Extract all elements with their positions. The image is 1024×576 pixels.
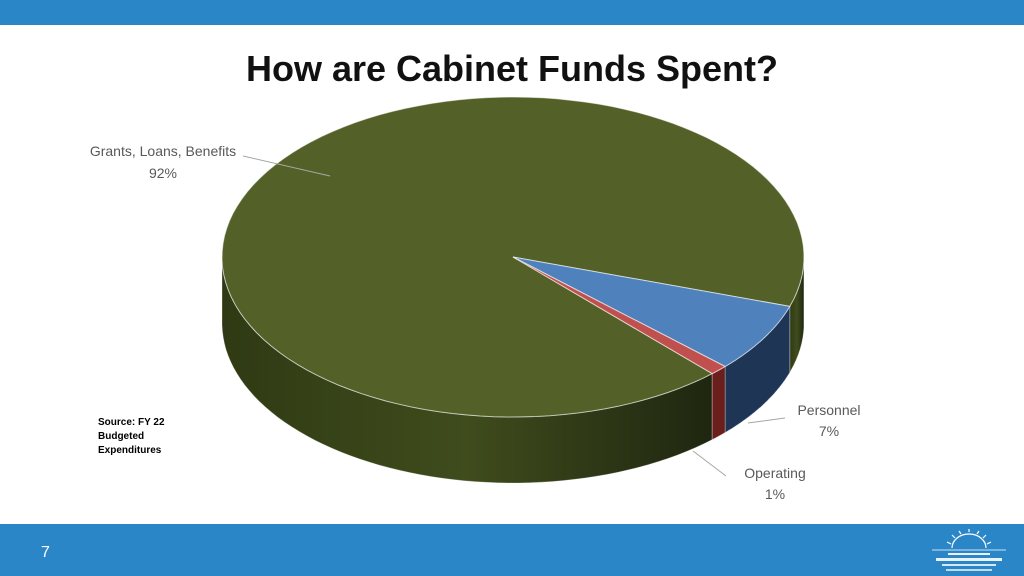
- slice-label-personnel: Personnel: [797, 402, 860, 418]
- slice-label-grants: Grants, Loans, Benefits: [90, 143, 236, 159]
- pie-tops: [221, 96, 805, 418]
- slice-personnel: [512, 256, 791, 368]
- source-note: Source: FY 22 Budgeted Expenditures: [98, 417, 165, 456]
- leader-line-operating: [692, 450, 727, 477]
- sunburst-logo-icon: [932, 529, 1006, 571]
- slice-value-personnel: 7%: [819, 423, 839, 439]
- top-banner: [0, 0, 1024, 25]
- leader-line-personnel: [747, 417, 786, 424]
- leader-line-grants: [242, 155, 331, 177]
- slice-value-operating: 1%: [765, 486, 785, 502]
- page-number: 7: [41, 544, 50, 561]
- slice-operating: [512, 256, 726, 375]
- slice-value-grants: 92%: [149, 165, 177, 181]
- slide-title: How are Cabinet Funds Spent?: [245, 48, 779, 89]
- bottom-banner: [0, 524, 1024, 576]
- slice-label-operating: Operating: [744, 465, 805, 481]
- slice-side-operating: [711, 365, 726, 441]
